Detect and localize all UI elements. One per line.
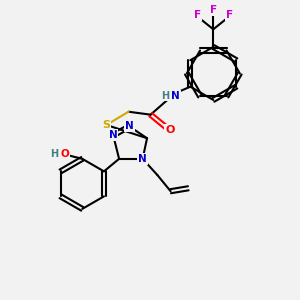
Text: S: S bbox=[102, 120, 110, 130]
Text: N: N bbox=[138, 154, 147, 164]
Text: F: F bbox=[226, 10, 233, 20]
Text: N: N bbox=[109, 130, 118, 140]
Text: F: F bbox=[194, 10, 201, 20]
Text: H: H bbox=[50, 149, 58, 159]
Text: O: O bbox=[61, 149, 70, 159]
Text: H: H bbox=[161, 91, 169, 100]
Text: N: N bbox=[125, 122, 134, 131]
Text: F: F bbox=[210, 5, 217, 15]
Text: N: N bbox=[171, 91, 180, 100]
Text: O: O bbox=[165, 125, 174, 135]
